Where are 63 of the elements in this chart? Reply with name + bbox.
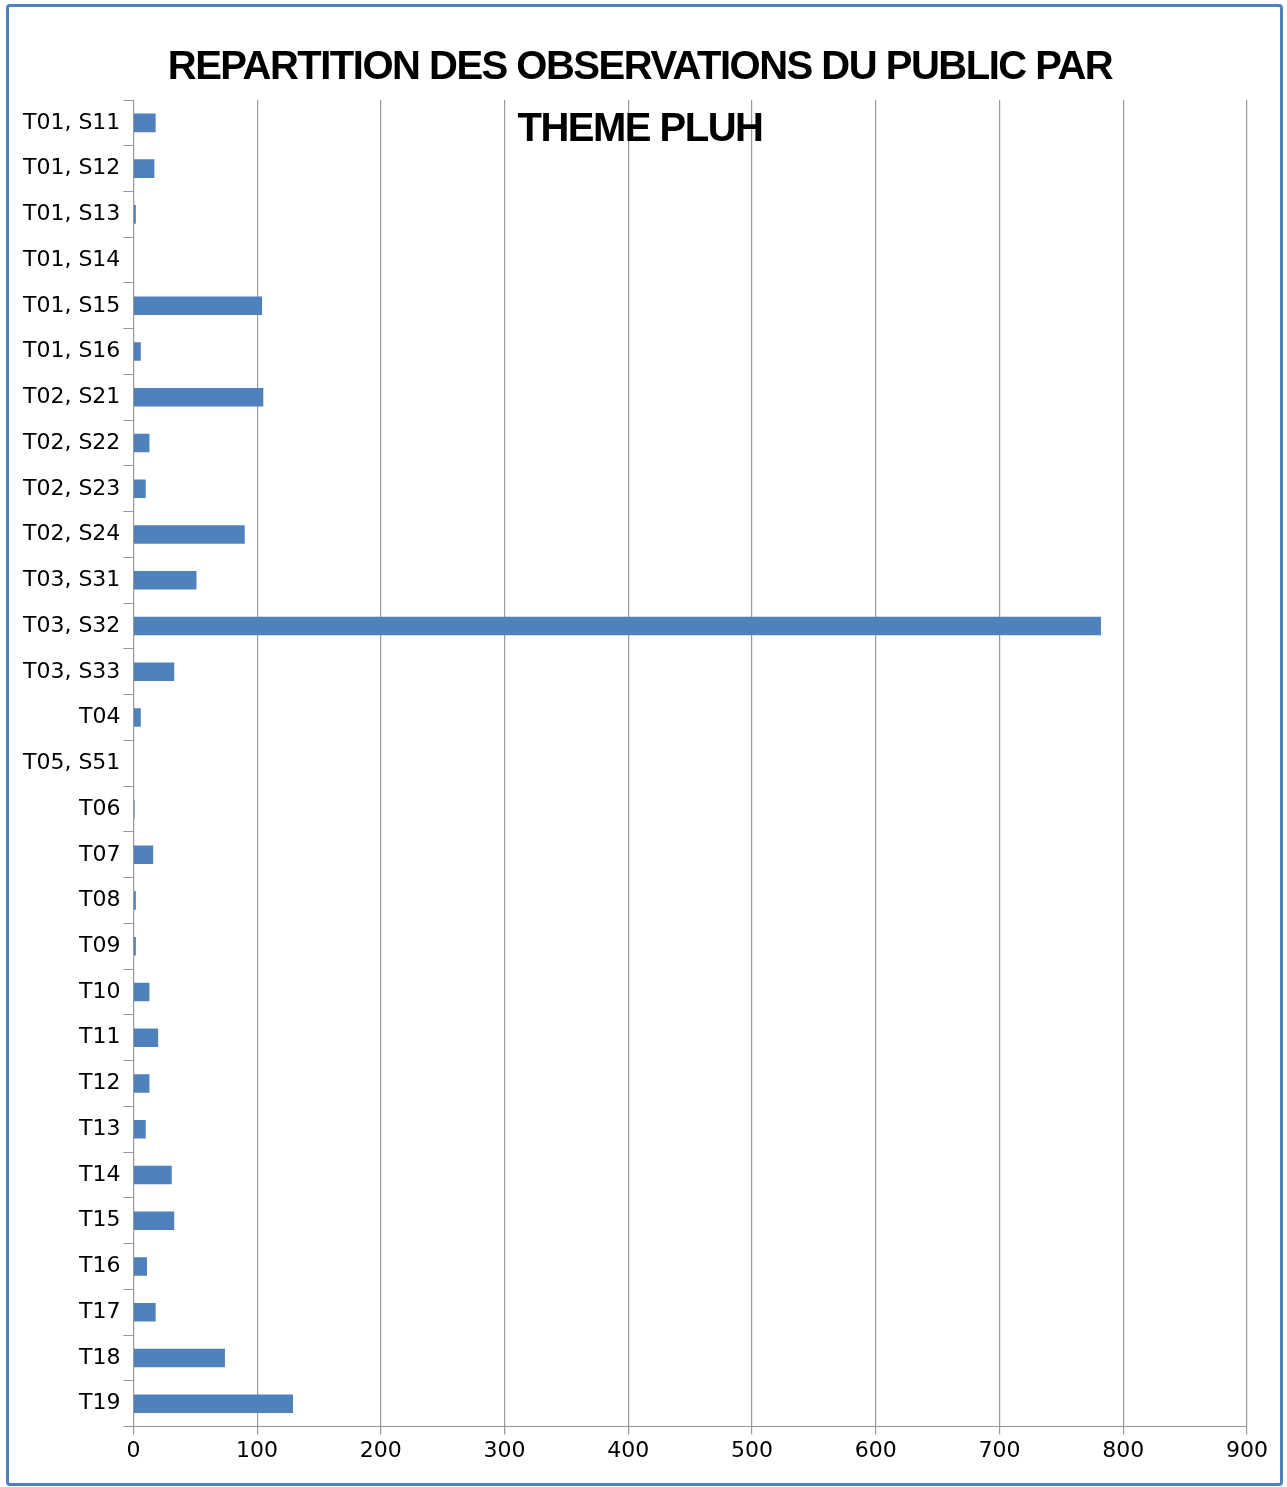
bar	[133, 113, 156, 133]
y-tick-label: T03, S31	[21, 566, 121, 592]
bar	[133, 1302, 156, 1322]
y-tick-label: T14	[77, 1160, 121, 1186]
bar	[133, 616, 1101, 636]
bar	[133, 433, 150, 453]
y-tick-label: T01, S14	[21, 245, 121, 271]
y-tick-label: T02, S22	[21, 428, 121, 454]
y-tick-label: T19	[77, 1389, 121, 1415]
y-tick-label: T03, S33	[21, 657, 121, 683]
x-tick-label: 200	[359, 1436, 402, 1462]
bar	[133, 159, 155, 178]
bar	[133, 525, 245, 544]
bar	[133, 1394, 293, 1413]
bar	[133, 1165, 172, 1185]
bar	[133, 1257, 147, 1276]
bar	[133, 1348, 225, 1368]
y-tick-label: T18	[77, 1343, 121, 1369]
y-tick-label: T01, S13	[21, 200, 121, 226]
y-tick-label: T04	[77, 703, 121, 729]
y-tick-label: T02, S24	[21, 520, 121, 546]
bar	[133, 982, 150, 1002]
y-tick-label: T08	[77, 886, 121, 912]
x-tick-label: 0	[126, 1436, 141, 1462]
y-tick-label: T16	[77, 1252, 121, 1278]
bar	[133, 1074, 150, 1093]
y-tick-label: T03, S32	[21, 611, 121, 637]
y-tick-label: T01, S11	[21, 108, 121, 134]
bar	[133, 571, 197, 590]
bar	[133, 296, 263, 316]
y-tick-label: T07	[77, 840, 121, 866]
y-tick-label: T13	[77, 1114, 121, 1140]
y-tick-label: T02, S21	[21, 383, 121, 409]
x-tick-label: 100	[236, 1436, 279, 1462]
bar	[133, 388, 264, 407]
y-tick-label: T12	[77, 1069, 121, 1095]
x-tick-label: 400	[607, 1436, 650, 1462]
y-tick-label: T06	[77, 794, 121, 820]
x-tick-label: 800	[1102, 1436, 1145, 1462]
y-tick-label: T15	[77, 1206, 121, 1232]
chart-title: REPARTITION DES OBSERVATIONS DU PUBLIC PAR THEME PLUH	[166, 42, 1114, 151]
bar	[133, 1028, 159, 1048]
x-tick-label: 500	[731, 1436, 774, 1462]
x-tick-label: 900	[1226, 1436, 1268, 1462]
y-tick-label: T01, S15	[21, 291, 121, 317]
x-tick-label: 700	[978, 1436, 1021, 1462]
bar	[133, 845, 154, 865]
y-tick-label: T05, S51	[21, 749, 121, 775]
bar	[133, 1211, 175, 1231]
y-tick-label: T17	[77, 1297, 121, 1323]
bar	[133, 708, 141, 727]
y-tick-label: T01, S12	[21, 154, 121, 180]
bar	[133, 342, 141, 361]
y-tick-label: T09	[77, 932, 121, 957]
bar	[133, 1119, 146, 1139]
y-tick-label: T11	[77, 1023, 121, 1049]
bar	[133, 479, 146, 499]
x-tick-label: 600	[854, 1436, 897, 1462]
y-tick-label: T01, S16	[21, 337, 121, 363]
y-tick-label: T02, S23	[21, 474, 121, 500]
x-tick-label: 300	[483, 1436, 526, 1462]
y-tick-label: T10	[77, 977, 121, 1003]
bar	[133, 662, 175, 682]
